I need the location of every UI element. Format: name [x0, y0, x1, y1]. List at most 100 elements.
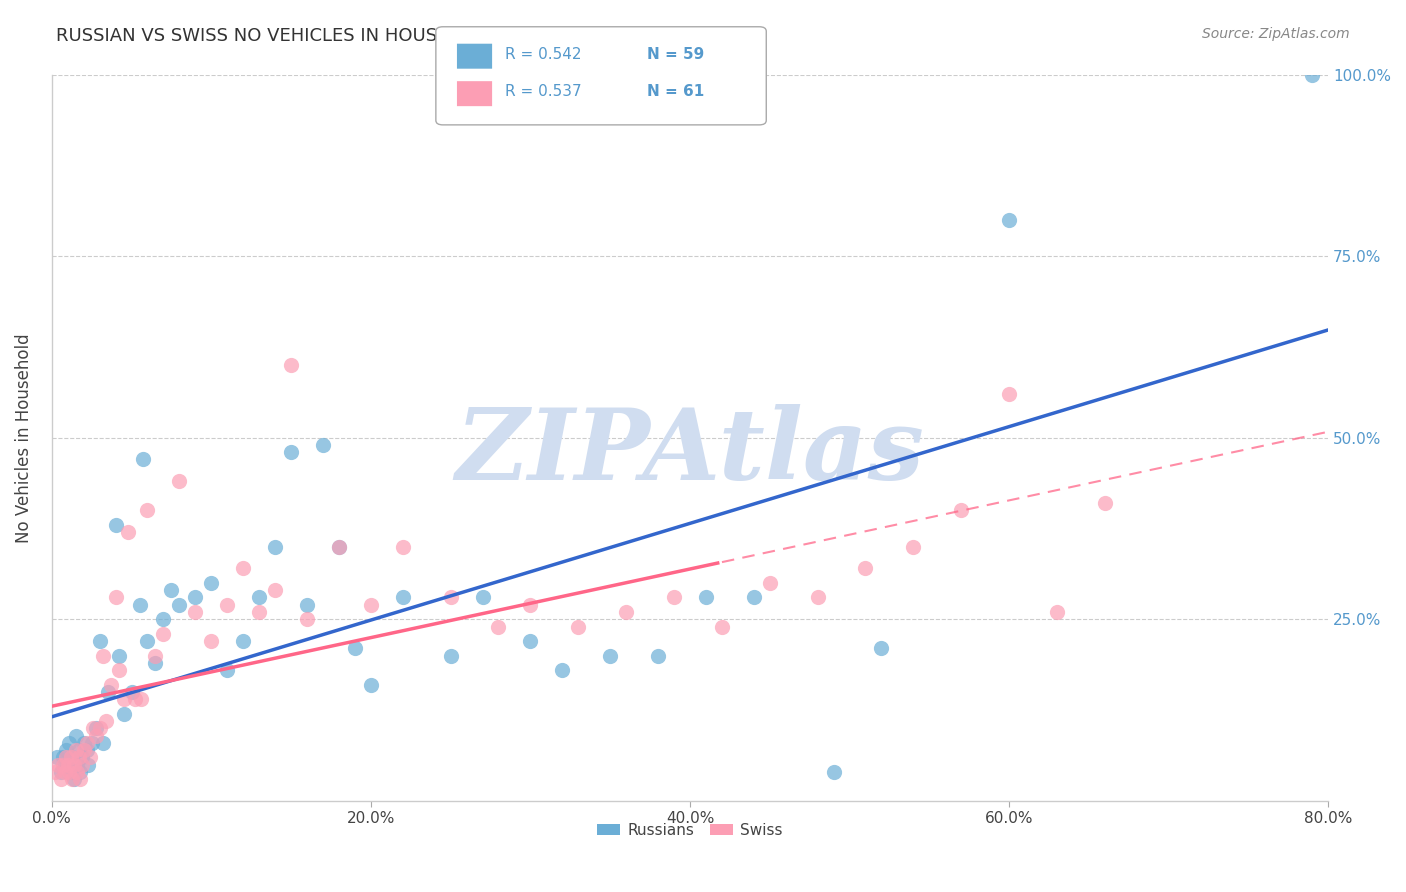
Point	[903, 540, 925, 554]
Point	[232, 561, 254, 575]
Point	[86, 721, 108, 735]
Point	[247, 605, 270, 619]
Point	[56, 757, 79, 772]
Point	[129, 692, 152, 706]
Point	[59, 750, 82, 764]
Point	[97, 685, 120, 699]
Point	[70, 750, 93, 764]
Point	[950, 503, 973, 517]
Point	[62, 750, 84, 764]
Point	[59, 764, 82, 779]
Legend: Russians, Swiss: Russians, Swiss	[591, 817, 789, 844]
Point	[67, 743, 90, 757]
Point	[328, 540, 350, 554]
Point	[107, 648, 129, 663]
Point	[44, 764, 66, 779]
Point	[45, 750, 67, 764]
Point	[439, 648, 461, 663]
Y-axis label: No Vehicles in Household: No Vehicles in Household	[15, 333, 32, 542]
Point	[73, 743, 96, 757]
Point	[56, 757, 79, 772]
Point	[184, 591, 207, 605]
Point	[51, 772, 73, 786]
Point	[217, 598, 239, 612]
Text: ZIPAtlas: ZIPAtlas	[456, 404, 924, 500]
Point	[107, 663, 129, 677]
Point	[200, 576, 222, 591]
Point	[264, 540, 287, 554]
Point	[91, 736, 114, 750]
Point	[124, 692, 146, 706]
Point	[264, 583, 287, 598]
Point	[614, 605, 637, 619]
Point	[169, 598, 191, 612]
Point	[742, 591, 765, 605]
Point	[184, 605, 207, 619]
Point	[295, 612, 318, 626]
Point	[62, 772, 84, 786]
Point	[1094, 496, 1116, 510]
Point	[128, 598, 150, 612]
Point	[1301, 68, 1323, 82]
Point	[169, 475, 191, 489]
Point	[232, 634, 254, 648]
Point	[662, 591, 685, 605]
Point	[66, 764, 89, 779]
Point	[391, 540, 413, 554]
Point	[471, 591, 494, 605]
Point	[280, 445, 302, 459]
Point	[66, 757, 89, 772]
Point	[58, 736, 80, 750]
Point	[136, 634, 159, 648]
Point	[65, 729, 87, 743]
Point	[77, 757, 100, 772]
Text: RUSSIAN VS SWISS NO VEHICLES IN HOUSEHOLD CORRELATION CHART: RUSSIAN VS SWISS NO VEHICLES IN HOUSEHOL…	[56, 27, 700, 45]
Point	[55, 750, 77, 764]
Point	[998, 387, 1021, 401]
Point	[567, 619, 589, 633]
Point	[343, 641, 366, 656]
Point	[328, 540, 350, 554]
Point	[89, 721, 111, 735]
Point	[82, 721, 104, 735]
Point	[152, 612, 174, 626]
Point	[439, 591, 461, 605]
Point	[200, 634, 222, 648]
Point	[104, 517, 127, 532]
Text: Source: ZipAtlas.com: Source: ZipAtlas.com	[1202, 27, 1350, 41]
Point	[145, 648, 167, 663]
Point	[647, 648, 669, 663]
Point	[73, 736, 96, 750]
Point	[79, 750, 101, 764]
Point	[52, 750, 75, 764]
Point	[360, 678, 382, 692]
Point	[136, 503, 159, 517]
Point	[295, 598, 318, 612]
Point	[91, 648, 114, 663]
Point	[89, 634, 111, 648]
Point	[117, 525, 139, 540]
Point	[488, 619, 510, 633]
Point	[758, 576, 780, 591]
Point	[1046, 605, 1069, 619]
Point	[94, 714, 117, 728]
Point	[112, 692, 135, 706]
Point	[104, 591, 127, 605]
Point	[391, 591, 413, 605]
Point	[131, 452, 153, 467]
Point	[58, 764, 80, 779]
Point	[46, 757, 69, 772]
Point	[217, 663, 239, 677]
Point	[855, 561, 877, 575]
Point	[823, 764, 845, 779]
Point	[870, 641, 893, 656]
Point	[70, 757, 93, 772]
Point	[360, 598, 382, 612]
Point	[519, 634, 541, 648]
Point	[52, 757, 75, 772]
Point	[80, 736, 103, 750]
Point	[65, 743, 87, 757]
Point	[599, 648, 621, 663]
Point	[86, 729, 108, 743]
Point	[67, 750, 90, 764]
